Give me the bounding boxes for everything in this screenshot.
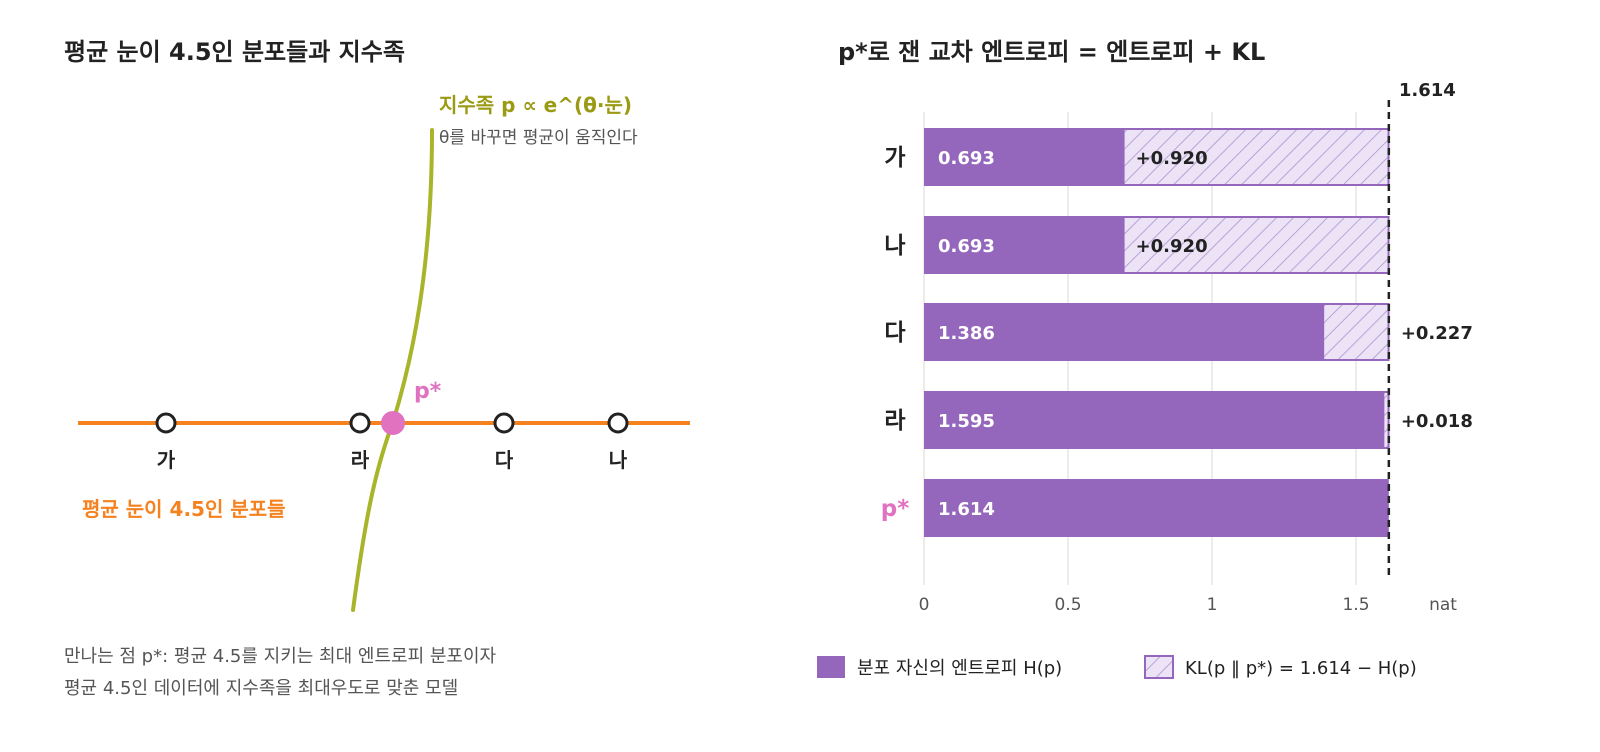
reference-line-label: 1.614 [1399,80,1456,101]
x-unit-label: nat [1429,595,1457,615]
entropy-value-label: 0.693 [938,148,995,169]
point-label: 가 [157,448,176,472]
distribution-point [493,412,515,434]
legend-swatch-kl [1144,655,1174,679]
x-tick-label: 0 [919,595,930,615]
x-tick-label: 0.5 [1054,595,1081,615]
caption-line-1: 만나는 점 p*: 평균 4.5를 지키는 최대 엔트로피 분포이자 [64,646,497,667]
point-label: 다 [495,448,514,472]
kl-bar [1382,391,1390,449]
entropy-value-label: 1.386 [938,323,995,344]
category-label: 라 [884,408,905,434]
family-note: θ를 바꾸면 평균이 움직인다 [439,128,638,148]
entropy-bar [924,391,1384,449]
entropy-value-label: 1.614 [938,499,995,520]
kl-value-label: +0.018 [1401,411,1473,432]
entropy-bar [924,216,1124,274]
category-label: 가 [884,145,905,171]
category-label: p* [881,496,910,522]
legend-label-kl: KL(p ‖ p*) = 1.614 − H(p) [1185,658,1417,679]
kl-value-label: +0.920 [1136,148,1208,169]
left-panel-title: 평균 눈이 4.5인 분포들과 지수족 [64,38,405,66]
entropy-bar [924,128,1124,186]
kl-bar [1322,303,1390,361]
distribution-point [349,412,371,434]
pstar-label: p* [414,379,442,404]
entropy-bar [924,479,1389,537]
entropy-bar [924,303,1324,361]
pstar-point [381,411,405,435]
legend-label-entropy: 분포 자신의 엔트로피 H(p) [857,658,1062,679]
kl-value-label: +0.227 [1401,323,1473,344]
constraint-line-label: 평균 눈이 4.5인 분포들 [82,497,286,521]
exponential-family-curve [351,128,434,612]
kl-bar [1122,128,1390,186]
category-label: 나 [884,233,905,259]
distribution-point [155,412,177,434]
chart-title: p*로 잰 교차 엔트로피 = 엔트로피 + KL [838,38,1266,66]
caption-line-2: 평균 4.5인 데이터에 지수족을 최대우도로 맞춘 모델 [64,678,459,699]
x-tick-label: 1.5 [1342,595,1369,615]
kl-value-label: +0.920 [1136,236,1208,257]
category-label: 다 [884,320,905,346]
legend-swatch-entropy [817,656,845,678]
distribution-point [607,412,629,434]
kl-bar [1122,216,1390,274]
entropy-value-label: 0.693 [938,236,995,257]
entropy-value-label: 1.595 [938,411,995,432]
point-label: 라 [351,448,370,472]
point-label: 나 [609,448,628,472]
x-tick-label: 1 [1207,595,1218,615]
family-label: 지수족 p ∝ e^(θ·눈) [439,93,632,117]
